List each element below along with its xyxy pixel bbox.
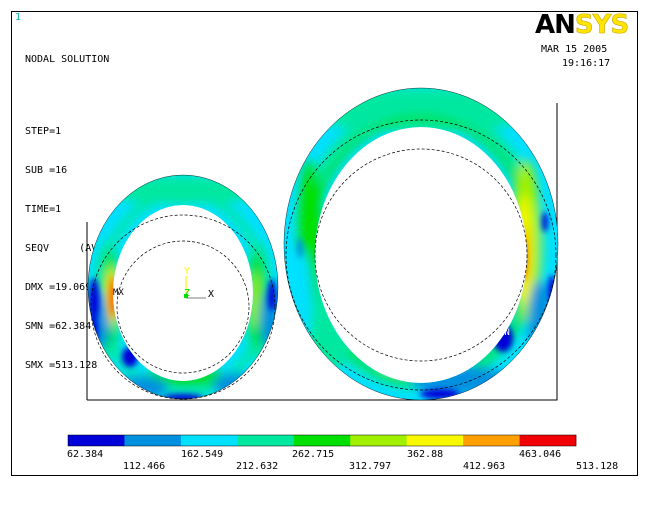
time-stamp: 19:16:17 xyxy=(562,58,611,69)
window-number: 1 xyxy=(15,12,22,23)
date-stamp: MAR 15 2005 xyxy=(541,44,608,55)
y-axis-label: Y xyxy=(184,266,190,277)
z-axis-label: Z xyxy=(184,288,190,299)
legend-swatch xyxy=(293,435,351,446)
legend-label: 62.384 xyxy=(67,449,104,460)
legend-label: 212.632 xyxy=(236,461,279,472)
small-ring-outline xyxy=(87,174,279,400)
header-line: SMX =513.128 xyxy=(25,360,98,371)
legend-swatch xyxy=(180,435,238,446)
legend-label: 262.715 xyxy=(292,449,335,460)
header-line: SMN =62.384 xyxy=(25,321,92,332)
legend-label: 162.549 xyxy=(181,449,224,460)
ansys-logo: ANSYS xyxy=(535,10,629,41)
max-marker: MX xyxy=(113,288,124,298)
legend-label: 312.797 xyxy=(349,461,392,472)
legend-swatch xyxy=(350,435,407,446)
legend-swatch xyxy=(124,435,182,446)
large-ring xyxy=(284,88,559,400)
header-line: DMX =19.069 xyxy=(25,282,92,293)
undeformed-outline xyxy=(90,119,557,400)
header-line: STEP=1 xyxy=(25,126,62,137)
legend-label: 112.466 xyxy=(123,461,166,472)
coordinate-triad xyxy=(184,276,206,299)
legend-swatch xyxy=(519,435,577,446)
header-line: TIME=1 xyxy=(25,204,62,215)
boundary-outline xyxy=(86,103,558,401)
x-axis-label: X xyxy=(208,289,214,300)
legend-label: 463.046 xyxy=(519,449,562,460)
legend-swatch xyxy=(68,435,125,446)
result-header: NODAL SOLUTION STEP=1 SUB =16 TIME=1 SEQ… xyxy=(25,27,109,385)
legend-label: 362.88 xyxy=(407,449,444,460)
large-ring-outline xyxy=(283,87,559,401)
legend-label: 412.963 xyxy=(463,461,506,472)
min-marker: MN xyxy=(499,328,510,338)
legend-swatch xyxy=(463,435,520,446)
legend-label: 513.128 xyxy=(576,461,619,472)
legend-swatch xyxy=(237,435,295,446)
header-line: NODAL SOLUTION xyxy=(25,54,110,65)
legend-swatch xyxy=(406,435,464,446)
legend-color-bar xyxy=(67,434,577,447)
header-line: SUB =16 xyxy=(25,165,68,176)
